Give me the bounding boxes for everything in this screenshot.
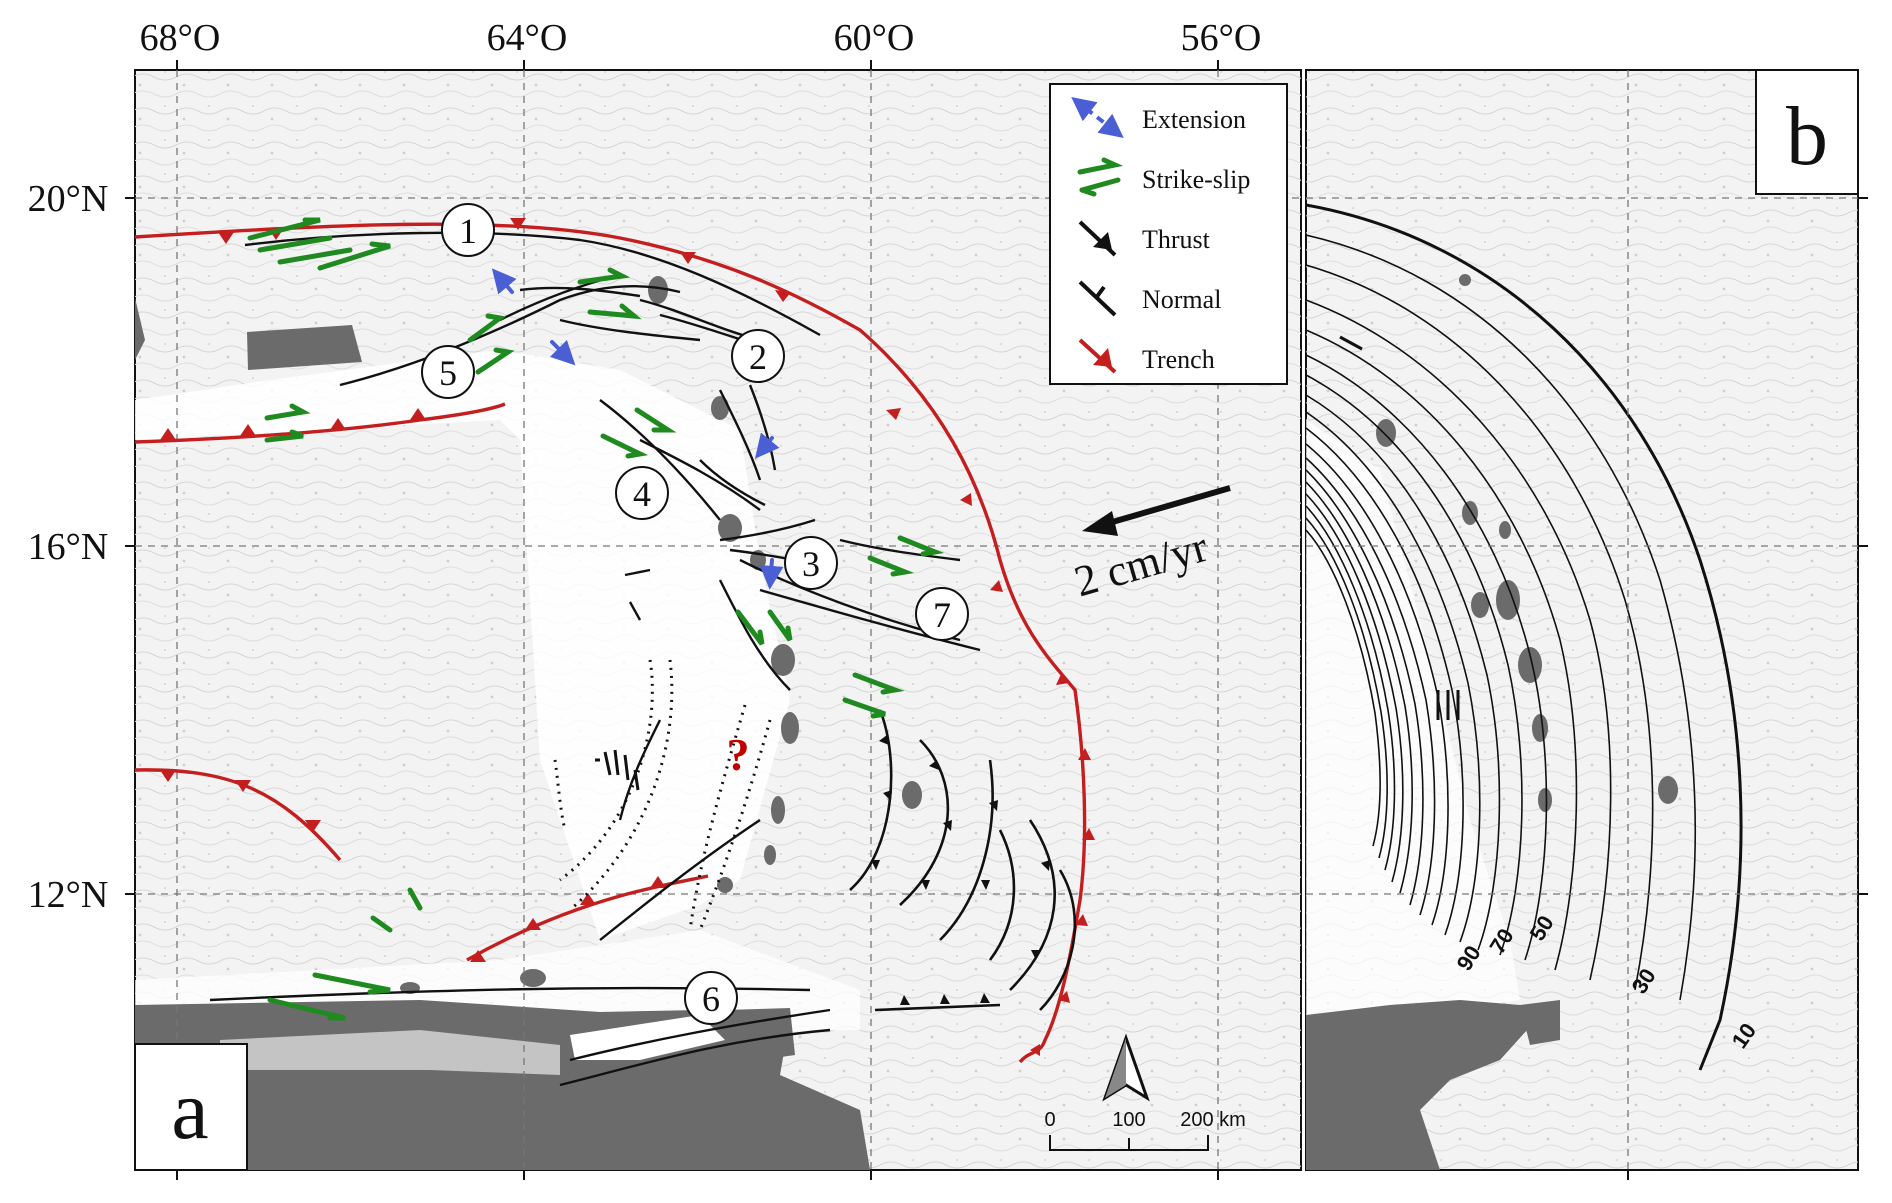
longitude-labels: 68°O 64°O 60°O 56°O bbox=[140, 17, 1262, 59]
slab-contours bbox=[1306, 203, 1743, 1071]
legend-item-normal: Normal bbox=[1078, 280, 1221, 317]
marker-5: 5 bbox=[421, 345, 475, 399]
marker-4-label: 4 bbox=[633, 474, 651, 514]
axis-ticks bbox=[125, 60, 1868, 1180]
marker-5-label: 5 bbox=[439, 353, 457, 393]
muertos-trough bbox=[134, 402, 506, 444]
marker-3: 3 bbox=[784, 536, 838, 590]
thrust-teeth bbox=[871, 735, 1050, 1005]
lat-label-12: 12°N bbox=[28, 874, 109, 916]
graticule-b bbox=[1306, 70, 1858, 1170]
marker-1: 1 bbox=[441, 203, 495, 257]
southern-trench bbox=[466, 874, 709, 962]
lat-label-20: 20°N bbox=[28, 178, 109, 220]
panel-a-letter: a bbox=[171, 1064, 208, 1157]
short-dashes bbox=[595, 749, 640, 791]
strike-slip-symbol-icon bbox=[1077, 157, 1124, 197]
panel-b-label: b bbox=[1755, 69, 1859, 195]
trench-teeth bbox=[160, 218, 1095, 1056]
scale-label-100: 100 bbox=[1112, 1109, 1145, 1131]
fault-network bbox=[209, 231, 981, 1087]
lat-label-16: 16°N bbox=[28, 526, 109, 568]
trench-symbol-icon bbox=[1078, 338, 1117, 374]
lon-label-68: 68°O bbox=[140, 17, 221, 59]
scale-label-200: 200 km bbox=[1180, 1109, 1246, 1131]
marker-2-label: 2 bbox=[749, 337, 767, 377]
thrust-faults bbox=[849, 709, 1077, 1012]
thrust-symbol-icon bbox=[1078, 220, 1117, 257]
legend-label-extension: Extension bbox=[1142, 105, 1246, 134]
marker-1-label: 1 bbox=[459, 211, 477, 251]
scale-label-0: 0 bbox=[1044, 1109, 1055, 1131]
lon-label-60: 60°O bbox=[834, 17, 915, 59]
marker-7: 7 bbox=[915, 587, 969, 641]
marker-4: 4 bbox=[615, 466, 669, 520]
panel-b: 90 70 50 30 10 b bbox=[1305, 69, 1859, 1171]
marker-3-label: 3 bbox=[802, 544, 820, 584]
lon-label-56: 56°O bbox=[1181, 17, 1262, 59]
island-arc bbox=[400, 276, 922, 994]
graticule-a bbox=[135, 70, 1301, 1170]
legend: Extension Strike-slip Thrust bbox=[1049, 83, 1288, 385]
numbered-markers: 1 2 3 4 5 6 7 bbox=[421, 203, 969, 1025]
dotted-structures bbox=[553, 659, 772, 931]
panel-b-letter: b bbox=[1786, 90, 1828, 183]
marker-7-label: 7 bbox=[933, 595, 951, 635]
legend-item-thrust: Thrust bbox=[1078, 220, 1211, 257]
marker-6: 6 bbox=[684, 971, 738, 1025]
legend-item-trench: Trench bbox=[1078, 338, 1215, 374]
strike-slip-arrows bbox=[247, 217, 945, 1021]
north-arrow-icon bbox=[1102, 1033, 1150, 1102]
legend-label-strike-slip: Strike-slip bbox=[1142, 165, 1250, 194]
marker-2: 2 bbox=[731, 329, 785, 383]
marker-6-label: 6 bbox=[702, 979, 720, 1019]
slab-contour-ticks bbox=[1436, 690, 1460, 720]
panel-a-label: a bbox=[134, 1043, 248, 1171]
extension-symbol-icon bbox=[1071, 97, 1124, 138]
latitude-labels: 20°N 16°N 12°N bbox=[28, 178, 109, 916]
panel-a: 1 2 3 4 5 6 7 bbox=[134, 69, 1302, 1171]
normal-symbol-icon bbox=[1078, 280, 1117, 317]
trinidad bbox=[725, 1008, 795, 1060]
extension-arrows bbox=[491, 268, 784, 590]
legend-label-normal: Normal bbox=[1142, 285, 1221, 314]
panel-b-south-america bbox=[1306, 1000, 1545, 1170]
lon-label-64: 64°O bbox=[487, 17, 568, 59]
question-mark: ? bbox=[727, 729, 750, 780]
legend-item-extension: Extension bbox=[1071, 97, 1246, 138]
scale-bar: 0 100 200 km bbox=[1044, 1109, 1246, 1151]
legend-label-thrust: Thrust bbox=[1142, 225, 1211, 254]
legend-label-trench: Trench bbox=[1142, 345, 1215, 374]
puerto-rico bbox=[247, 325, 362, 370]
legend-item-strike-slip: Strike-slip bbox=[1077, 157, 1250, 197]
